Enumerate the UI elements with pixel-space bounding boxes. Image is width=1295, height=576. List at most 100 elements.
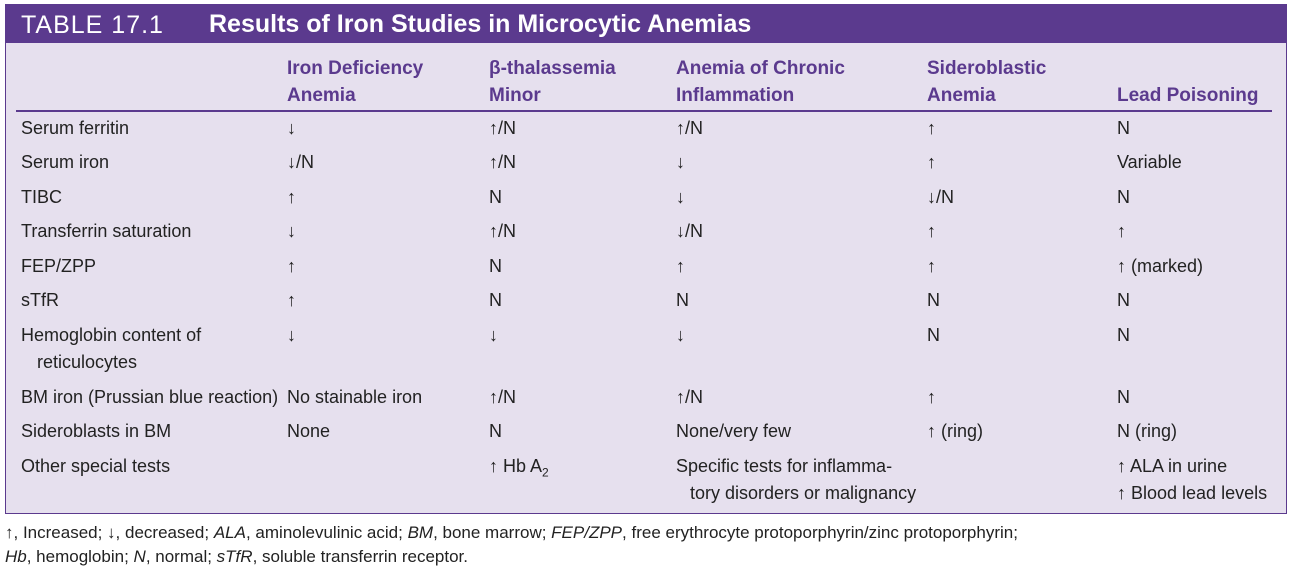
table-frame: TABLE 17.1 Results of Iron Studies in Mi… xyxy=(5,4,1287,514)
column-header-line xyxy=(1117,55,1258,82)
cell-line: ↑ xyxy=(287,253,296,280)
cell-text: No stainable iron xyxy=(287,387,423,407)
cell-text: ↑/N xyxy=(489,387,516,407)
table-cell: ↑ xyxy=(287,184,296,211)
cell-line: ↑ xyxy=(927,384,936,411)
column-header-line: Sideroblastic xyxy=(927,58,1047,79)
table-cell: N xyxy=(1117,322,1130,349)
cell-line: ↑ xyxy=(287,287,296,314)
column-header-line: Anemia xyxy=(287,85,356,106)
column-header: Lead Poisoning xyxy=(1117,55,1258,109)
cell-line: ↓/N xyxy=(287,149,314,176)
table-cell: ↑/N xyxy=(489,384,516,411)
column-header-line: Anemia xyxy=(927,85,996,106)
table-cell: ↑ Hb A2 xyxy=(489,453,549,487)
cell-line: N (ring) xyxy=(1117,418,1177,445)
table-cell: ↑ xyxy=(927,149,936,176)
cell-line: Specific tests for inflamma- xyxy=(676,453,916,480)
cell-text: None/very few xyxy=(676,421,792,441)
column-header-line: Iron Deficiency xyxy=(287,58,424,79)
cell-text: ↓ xyxy=(676,325,685,345)
table-cell: ↑ (ring) xyxy=(927,418,983,445)
cell-text: ↑/N xyxy=(489,152,516,172)
table-cell: N xyxy=(1117,184,1130,211)
table-cell: ↓ xyxy=(676,322,685,349)
cell-text: ↑ (marked) xyxy=(1117,256,1204,276)
table-cell: No stainable iron xyxy=(287,384,422,411)
cell-line: Variable xyxy=(1117,149,1182,176)
table-number: TABLE 17.1 xyxy=(21,11,164,39)
cell-text: tory disorders or malignancy xyxy=(690,483,917,503)
cell-line: ↓ xyxy=(287,218,296,245)
cell-text: N xyxy=(1117,325,1130,345)
cell-text: N (ring) xyxy=(1117,421,1178,441)
table-cell: None/very few xyxy=(676,418,791,445)
cell-line: ↑/N xyxy=(489,218,516,245)
footnote-abbr-stfr: sTfR xyxy=(216,547,253,566)
cell-line: No stainable iron xyxy=(287,384,422,411)
cell-text: N xyxy=(489,256,502,276)
table-cell: N xyxy=(1117,287,1130,314)
cell-line: ↑ xyxy=(1117,218,1126,245)
cell-text: ↓ xyxy=(676,152,685,172)
row-label-line: Serum ferritin xyxy=(21,118,130,138)
cell-line: ↑ xyxy=(927,115,936,142)
cell-text: ↑ xyxy=(1117,221,1126,241)
footnote-part: ↑, Increased; ↓, decreased; xyxy=(5,523,214,542)
table-cell: N (ring) xyxy=(1117,418,1177,445)
cell-text: ↓/N xyxy=(676,221,703,241)
row-label-line: sTfR xyxy=(21,290,59,310)
cell-line: ↑ (marked) xyxy=(1117,253,1203,280)
table-cell: N xyxy=(489,253,502,280)
cell-text: ↑/N xyxy=(489,118,516,138)
cell-line: ↓ xyxy=(676,322,685,349)
row-label-line: Transferrin saturation xyxy=(21,221,192,241)
table-cell: ↑ xyxy=(287,253,296,280)
row-label-line: Sideroblasts in BM xyxy=(21,421,172,441)
cell-text: ↓ xyxy=(489,325,498,345)
cell-line: N xyxy=(489,418,502,445)
cell-line: tory disorders or malignancy xyxy=(676,480,916,507)
footnote-part: , aminolevulinic acid; xyxy=(245,523,408,542)
column-header-line: Lead Poisoning xyxy=(1117,85,1259,106)
table-cell: ↑ ALA in urine ↑ Blood lead levels xyxy=(1117,453,1267,507)
row-label: Sideroblasts in BM xyxy=(21,418,171,445)
cell-line: ↑ xyxy=(927,218,936,245)
table-cell: ↓/N xyxy=(927,184,954,211)
cell-text: Variable xyxy=(1117,152,1182,172)
table-cell: N xyxy=(1117,384,1130,411)
cell-line: ↑/N xyxy=(676,115,703,142)
column-header-line: β-thalassemia xyxy=(489,58,616,79)
column-header: Anemia of Chronic Inflammation xyxy=(676,55,845,109)
cell-text: ↑ (ring) xyxy=(927,421,984,441)
cell-text: N xyxy=(927,290,940,310)
cell-line: None xyxy=(287,418,330,445)
footnote-abbr-bm: BM xyxy=(407,523,434,542)
table-cell: ↓ xyxy=(676,149,685,176)
table-cell: ↑ xyxy=(927,115,936,142)
footnote-part: , bone marrow; xyxy=(433,523,552,542)
cell-line: ↓ xyxy=(287,115,296,142)
cell-line: ↑/N xyxy=(489,115,516,142)
cell-line: ↑ xyxy=(927,253,936,280)
cell-text: ↑ Hb A xyxy=(489,456,543,476)
cell-line: N xyxy=(1117,322,1130,349)
table-cell: ↑ xyxy=(1117,218,1126,245)
row-label: Serum ferritin xyxy=(21,115,129,142)
row-label-line: TIBC xyxy=(21,187,63,207)
table-cell: ↓ xyxy=(489,322,498,349)
cell-text: ↓ xyxy=(287,118,296,138)
cell-text: ↑ xyxy=(927,118,936,138)
row-label: FEP/ZPP xyxy=(21,253,96,280)
cell-line: ↑/N xyxy=(489,149,516,176)
cell-line: ↓/N xyxy=(927,184,954,211)
cell-text: ↑ xyxy=(676,256,685,276)
footnote-part: , free erythrocyte protoporphyrin/zinc p… xyxy=(622,523,1018,542)
cell-text: Specific tests for inflamma- xyxy=(676,456,893,476)
cell-line: ↓ xyxy=(489,322,498,349)
cell-text: N xyxy=(489,187,502,207)
footnote-part: , soluble transferrin receptor. xyxy=(252,547,469,566)
footnote-abbr-ala: ALA xyxy=(213,523,246,542)
row-label-line: Serum iron xyxy=(21,152,110,172)
table-cell: N xyxy=(927,322,940,349)
